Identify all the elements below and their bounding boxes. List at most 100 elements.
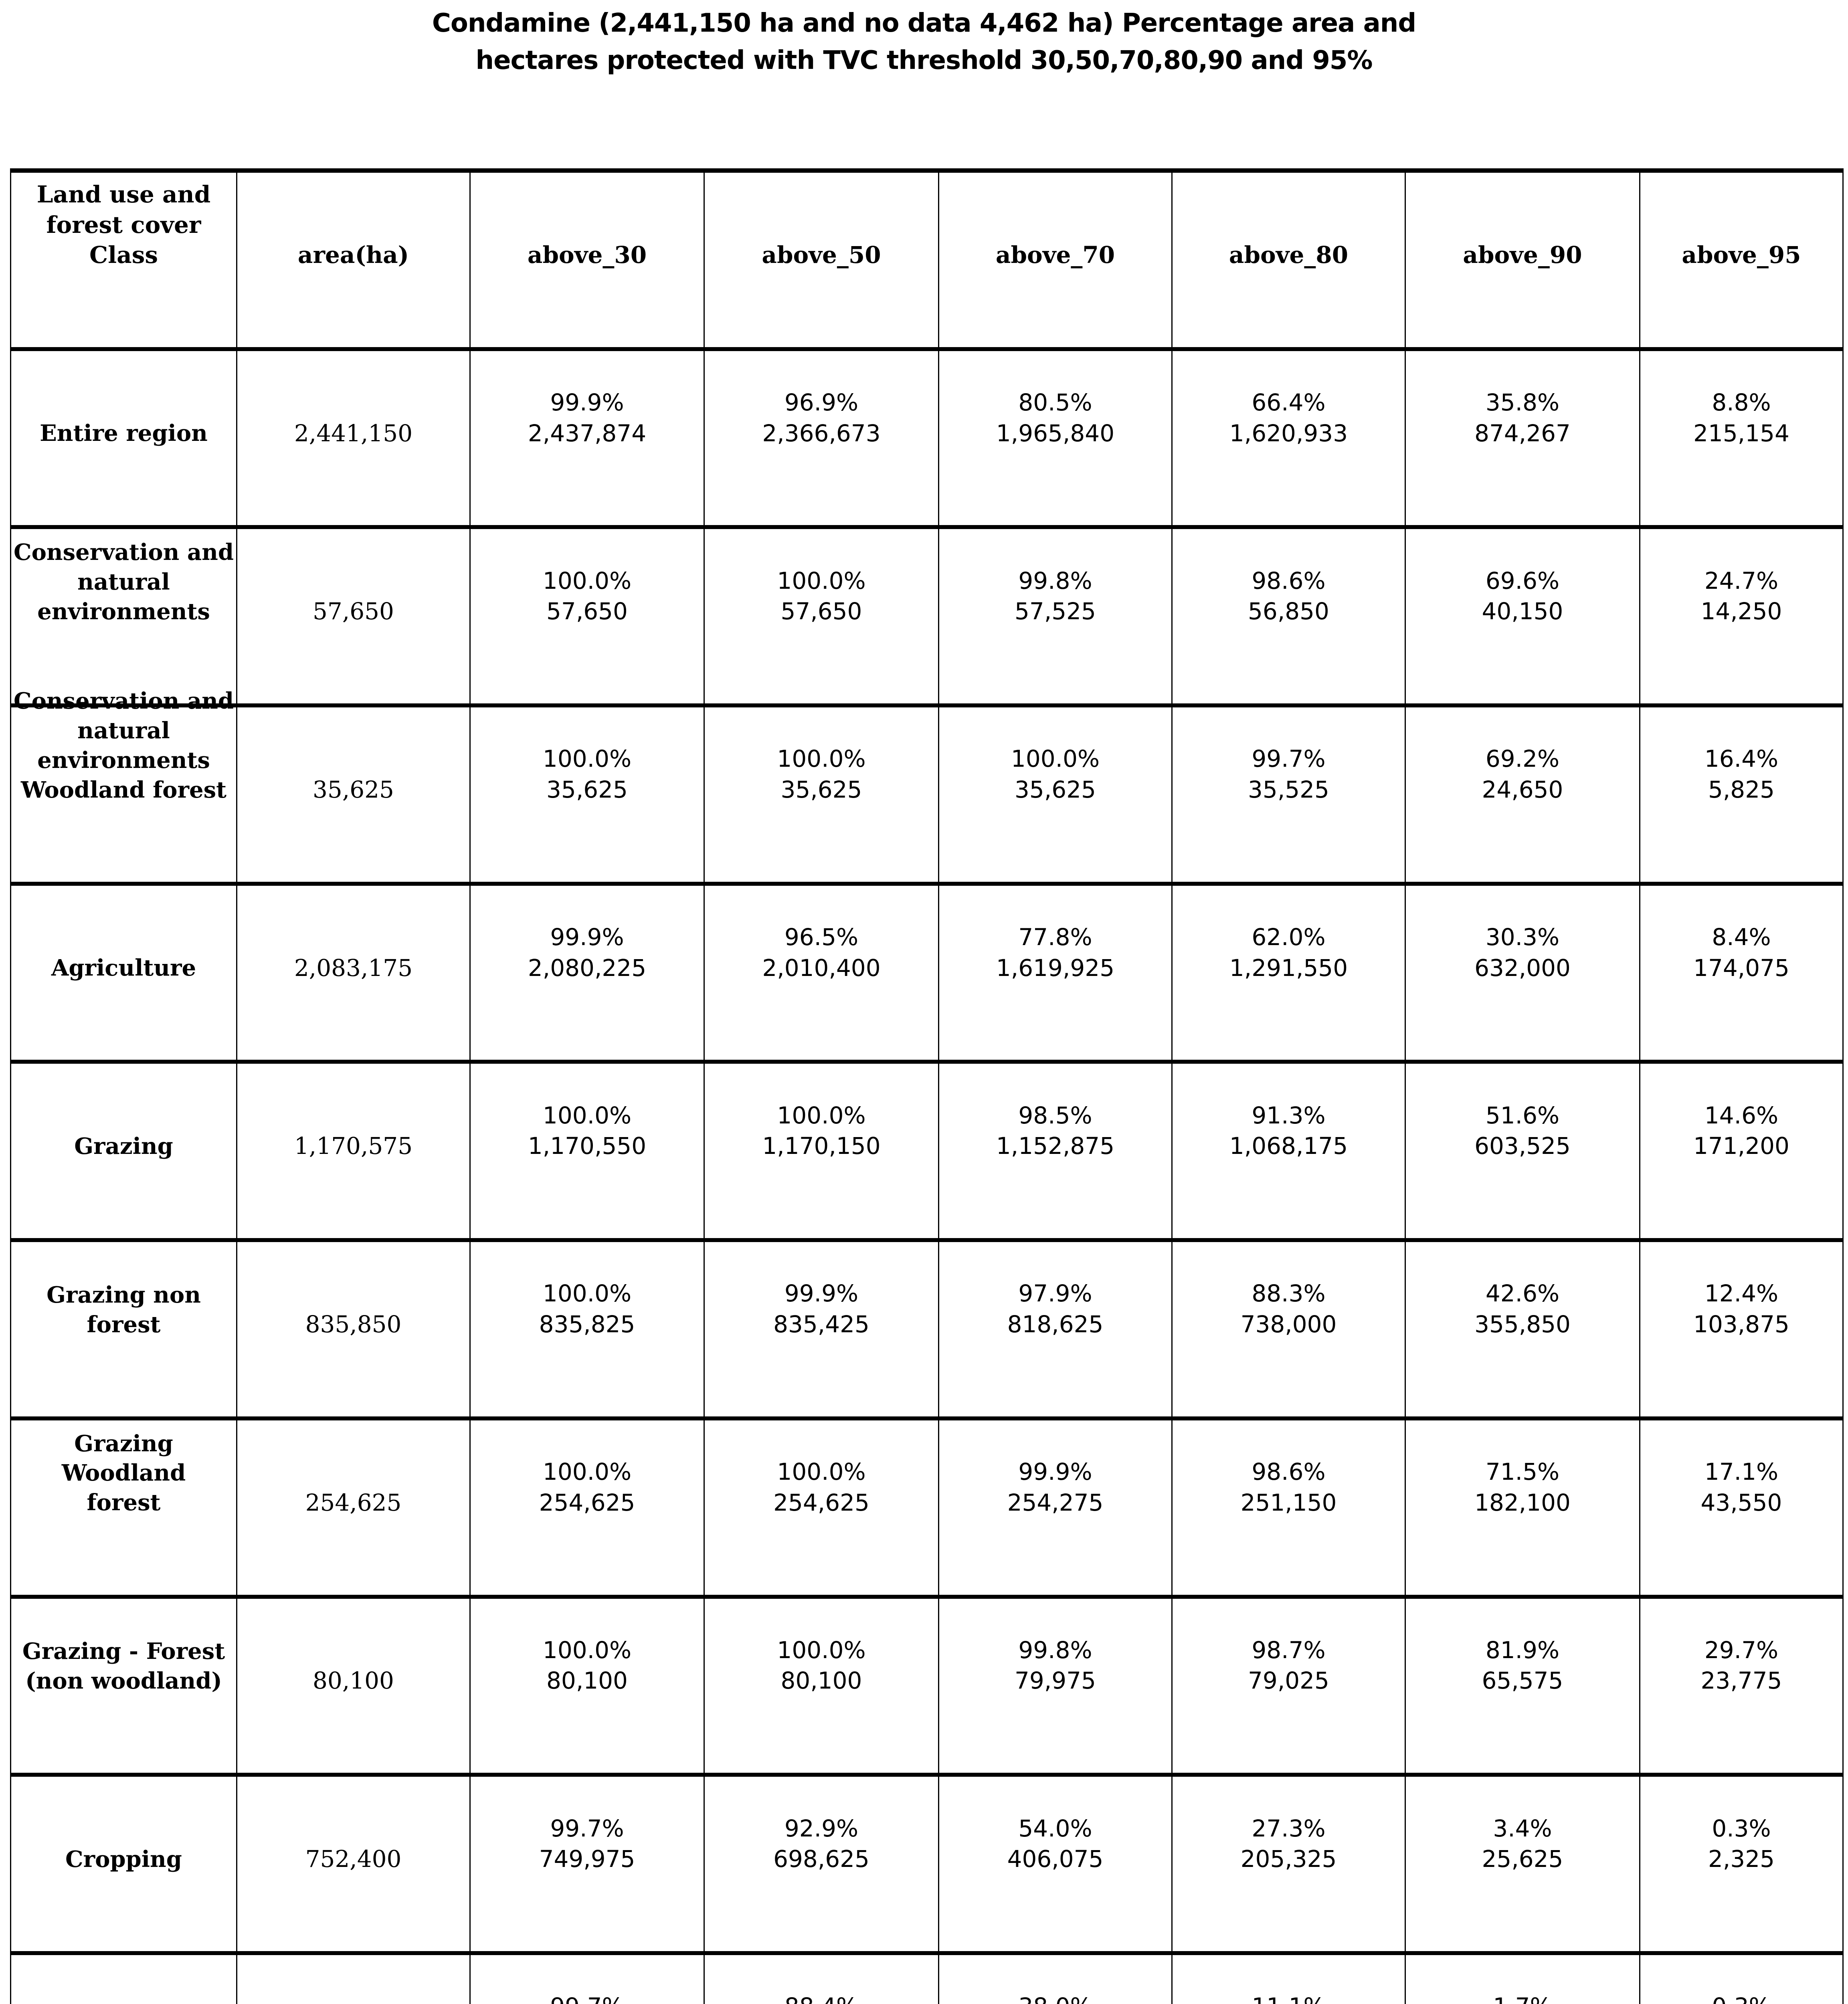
pct-value: 11.1% <box>1175 1991 1402 2004</box>
pct-value: 51.6% <box>1485 1101 1560 1129</box>
data-cell-text: 98.5% 1,152,875 <box>942 1100 1169 1162</box>
data-cell-text: 99.9% 254,275 <box>942 1457 1169 1518</box>
data-cell-text: 92.9% 698,625 <box>707 1813 936 1875</box>
pct-value: 100.0% <box>777 1458 866 1486</box>
data-cell: 0.3%550 <box>1640 1955 1844 2004</box>
ha-value: 14,250 <box>1700 598 1782 625</box>
header-cell-7-text: above_95 <box>1682 241 1801 269</box>
row-label-text: Entire region <box>40 420 208 447</box>
pct-value: 0.3% <box>1643 1991 1840 2004</box>
data-cell: 29.7% 23,775 <box>1640 1598 1844 1777</box>
pct-value: 99.9% <box>784 1280 859 1307</box>
pct-value: 3.4% <box>1493 1814 1552 1842</box>
data-cell-text: 96.9% 2,366,673 <box>707 387 936 448</box>
row-label: Irrigation <box>11 1955 237 2004</box>
row-label-text: Grazing <box>74 1133 173 1160</box>
data-cell: 100.0% 254,625 <box>471 1420 705 1599</box>
data-cell-text: 42.6% 355,850 <box>1408 1278 1637 1339</box>
data-cell: 88.4%141,350 <box>705 1955 939 2004</box>
pct-value: 100.0% <box>542 1458 632 1486</box>
pct-value: 35.8% <box>1485 389 1560 416</box>
data-cell: 97.9% 818,625 <box>939 1242 1173 1420</box>
ha-value: 818,625 <box>1007 1311 1104 1338</box>
data-cell-text: 69.6% 40,150 <box>1408 566 1637 627</box>
data-cell-text: 100.0% 57,650 <box>707 566 936 627</box>
ha-value: 23,775 <box>1700 1667 1782 1695</box>
pct-value: 99.7% <box>550 1814 624 1842</box>
pct-value: 99.9% <box>1018 1458 1092 1486</box>
data-cell-text: 98.7% 79,025 <box>1175 1635 1402 1696</box>
ha-value: 355,850 <box>1474 1311 1571 1338</box>
ha-value: 603,525 <box>1474 1132 1571 1160</box>
area-value: 35,625 <box>237 707 471 886</box>
pct-value: 66.4% <box>1252 389 1326 416</box>
data-cell: 98.6% 56,850 <box>1173 529 1406 708</box>
data-cell-text: 35.8% 874,267 <box>1408 387 1637 448</box>
data-cell: 100.0% 80,100 <box>471 1598 705 1777</box>
data-cell: 14.6% 171,200 <box>1640 1064 1844 1242</box>
data-cell: 99.9% 254,275 <box>939 1420 1173 1599</box>
data-cell-text: 3.4% 25,625 <box>1408 1813 1637 1875</box>
data-cell: 42.6% 355,850 <box>1406 1242 1640 1420</box>
area-value-text: 254,625 <box>305 1489 402 1516</box>
row-label-text: Grazing Woodland forest <box>61 1430 186 1516</box>
pct-value: 100.0% <box>777 745 866 773</box>
pct-value: 98.6% <box>1252 567 1326 594</box>
pct-value: 14.6% <box>1704 1101 1779 1129</box>
pct-value: 30.3% <box>1485 923 1560 951</box>
row-label-text: Cropping <box>65 1846 182 1873</box>
data-cell: 99.7% 749,975 <box>471 1777 705 1955</box>
data-cell-text: 99.9% 835,425 <box>707 1278 936 1339</box>
data-cell-text: 99.7% 35,525 <box>1175 743 1402 805</box>
area-value-text: 80,100 <box>313 1667 394 1695</box>
data-cell-text: 99.7%159,425 <box>473 1991 701 2004</box>
ha-value: 1,170,550 <box>528 1132 647 1160</box>
data-cell-text: 100.0% 254,625 <box>473 1457 701 1518</box>
pct-value: 100.0% <box>777 1636 866 1664</box>
data-cell-text: 99.7% 749,975 <box>473 1813 701 1875</box>
pct-value: 77.8% <box>1018 923 1092 951</box>
row-label-text: Grazing - Forest (non woodland) <box>22 1638 225 1695</box>
row-label-text: Grazing non forest <box>47 1281 201 1338</box>
ha-value: 738,000 <box>1240 1311 1337 1338</box>
pct-value: 38.0% <box>942 1991 1169 2004</box>
data-cell: 3.4% 25,625 <box>1406 1777 1640 1955</box>
pct-value: 100.0% <box>542 1636 632 1664</box>
ha-value: 35,625 <box>780 776 862 803</box>
pct-value: 29.7% <box>1704 1636 1779 1664</box>
data-cell: 98.5% 1,152,875 <box>939 1064 1173 1242</box>
header-cell-3-text: above_50 <box>762 241 881 269</box>
area-value: 2,441,150 <box>237 351 471 529</box>
data-cell: 8.4% 174,075 <box>1640 885 1844 1064</box>
data-cell: 99.7% 35,525 <box>1173 707 1406 886</box>
ha-value: 35,625 <box>546 776 628 803</box>
ha-value: 205,325 <box>1240 1845 1337 1873</box>
data-cell-text: 38.0%60,725 <box>942 1991 1169 2004</box>
header-cell-5: above_80 <box>1173 173 1406 351</box>
ha-value: 57,525 <box>1015 598 1096 625</box>
ha-value: 1,291,550 <box>1229 954 1348 982</box>
data-cell: 71.5% 182,100 <box>1406 1420 1640 1599</box>
data-cell-text: 30.3% 632,000 <box>1408 922 1637 983</box>
row-label: Conservation and natural environments <box>11 529 237 708</box>
data-cell: 35.8% 874,267 <box>1406 351 1640 529</box>
pct-value: 88.4% <box>707 1991 936 2004</box>
area-value-text: 835,850 <box>305 1311 402 1338</box>
data-cell-text: 100.0% 80,100 <box>473 1635 701 1696</box>
ha-value: 2,325 <box>1708 1845 1775 1873</box>
data-cell: 16.4% 5,825 <box>1640 707 1844 886</box>
data-cell: 66.4% 1,620,933 <box>1173 351 1406 529</box>
header-cell-1-text: area(ha) <box>297 241 409 269</box>
area-value: 835,850 <box>237 1242 471 1420</box>
data-cell-text: 29.7% 23,775 <box>1643 1635 1840 1696</box>
data-cell: 27.3% 205,325 <box>1173 1777 1406 1955</box>
data-cell-text: 0.3%550 <box>1643 1991 1840 2004</box>
data-cell: 1.7%2,775 <box>1406 1955 1640 2004</box>
area-value-text: 35,625 <box>313 776 394 803</box>
ha-value: 56,850 <box>1248 598 1329 625</box>
data-cell: 81.9% 65,575 <box>1406 1598 1640 1777</box>
ha-value: 103,875 <box>1693 1311 1789 1338</box>
pct-value: 97.9% <box>1018 1280 1092 1307</box>
ha-value: 35,625 <box>1015 776 1096 803</box>
header-cell-2-text: above_30 <box>527 241 647 269</box>
